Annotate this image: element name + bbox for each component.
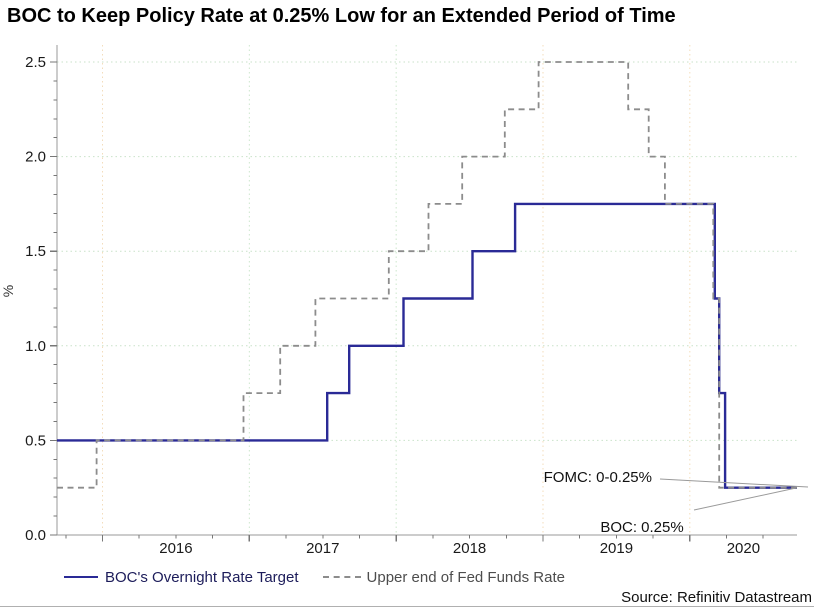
x-axis-tick-label: 2020	[727, 540, 760, 557]
annotation-callout-boc	[693, 487, 797, 511]
x-axis-tick-label: 2017	[306, 540, 339, 557]
y-axis-unit-label: %	[0, 285, 16, 297]
boc-overnight-rate-line	[57, 202, 797, 489]
chart-title: BOC to Keep Policy Rate at 0.25% Low for…	[7, 5, 676, 27]
source-credit: Source: Refinitiv Datastream	[621, 589, 812, 606]
x-axis-tick-label: 2018	[453, 540, 486, 557]
y-axis-tick-label: 2.5	[25, 54, 46, 71]
y-axis-tick-label: 2.0	[25, 149, 46, 166]
legend-line-solid-swatch	[64, 576, 98, 578]
legend-label-boc: BOC's Overnight Rate Target	[105, 568, 299, 586]
legend-line-dashed-swatch	[322, 576, 361, 578]
annotation-label-fomc: FOMC: 0-0.25%	[544, 469, 652, 486]
annotation-label-boc: BOC: 0.25%	[600, 519, 683, 536]
legend: BOC's Overnight Rate Target Upper end of…	[64, 568, 565, 586]
fed-funds-upper-line	[57, 61, 797, 489]
legend-label-fed: Upper end of Fed Funds Rate	[366, 568, 565, 586]
annotation-callout-fomc	[659, 478, 809, 488]
x-axis-tick-label: 2019	[600, 540, 633, 557]
y-axis-tick-label: 1.5	[25, 243, 46, 260]
y-axis-tick-label: 0.5	[25, 432, 46, 449]
y-axis-tick-label: 1.0	[25, 338, 46, 355]
x-axis-tick-label: 2016	[159, 540, 192, 557]
y-axis-tick-label: 0.0	[25, 527, 46, 544]
